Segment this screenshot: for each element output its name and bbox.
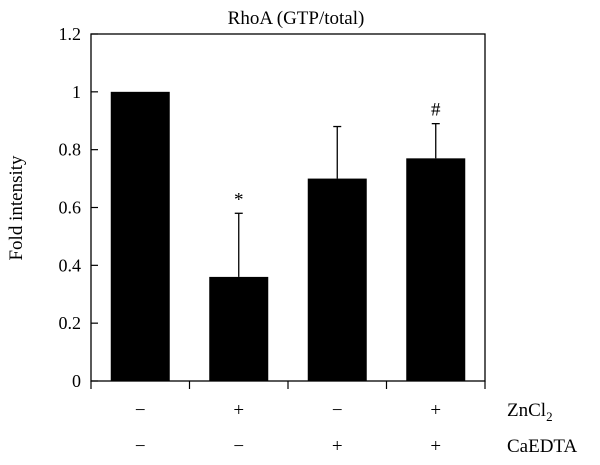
plot-area: 0 0.2 0.4 0.6 0.8 1 1.2 * # [59,24,486,391]
condition-sign: − [135,400,146,421]
condition-label-subscript: 2 [546,409,553,424]
condition-sign: + [233,400,244,421]
bar [110,91,170,381]
condition-sign: + [430,436,441,457]
significance-marker: # [431,100,441,121]
bar [209,276,269,381]
condition-sign: − [135,436,146,457]
chart-title: RhoA (GTP/total) [228,8,365,29]
bar [307,178,367,381]
significance-marker: * [234,189,244,210]
y-tick-label: 0.8 [59,140,82,160]
y-tick-label: 0.4 [59,255,82,275]
bar [406,158,466,381]
condition-table: − + − + ZnCl2 − − + + CaEDTA [90,381,578,457]
condition-sign: − [233,436,244,457]
y-axis-label: Fold intensity [6,155,27,261]
condition-sign: + [430,400,441,421]
condition-sign: − [332,400,343,421]
y-tick-label: 0 [72,371,81,391]
condition-label: ZnCl2 [507,400,553,424]
y-tick-label: 1.2 [59,24,82,44]
y-tick-label: 0.2 [59,313,82,333]
condition-label: CaEDTA [507,436,578,457]
y-tick-label: 0.6 [59,198,82,218]
condition-sign: + [332,436,343,457]
y-tick-label: 1 [72,82,81,102]
